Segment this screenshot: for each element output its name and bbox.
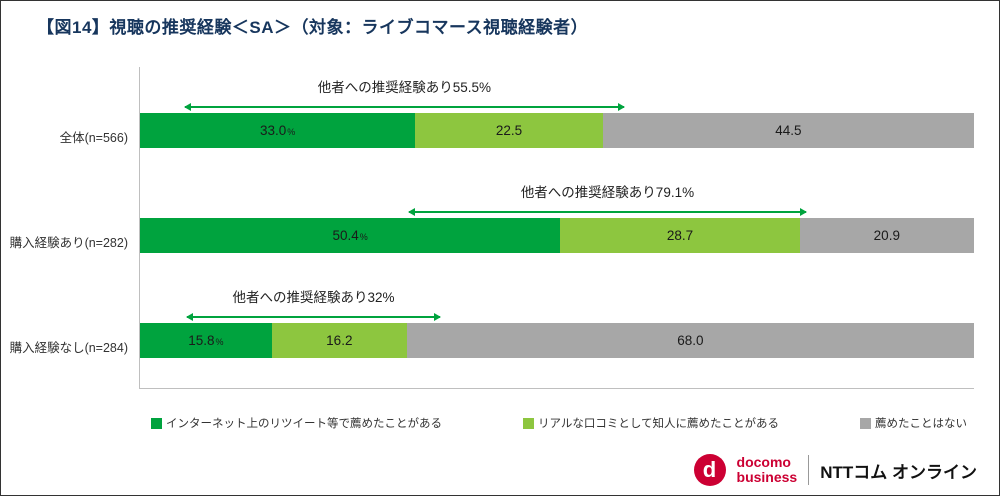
footer-logo: d docomo business NTTコム オンライン [693, 453, 977, 486]
segment-value-label: 68.0 [677, 333, 704, 348]
bar-row: 購入経験あり(n=282) 他者への推奨経験あり79.1% 50.4% 28.7 20.… [10, 178, 974, 253]
legend-swatch [522, 417, 534, 429]
percent-sign: % [287, 127, 296, 137]
annotation: 他者への推奨経験あり79.1% [140, 178, 974, 218]
legend-label: インターネット上のリツイート等で薦めたことがある [166, 418, 442, 430]
segment-value-label: 20.9 [873, 228, 900, 243]
bar-segment: 33.0% [140, 113, 416, 148]
legend-item: インターネット上のリツイート等で薦めたことがある [151, 415, 442, 431]
annotation-arrow [185, 313, 441, 321]
bar-segment: 20.9 [799, 218, 974, 253]
docomo-wordmark: docomo business [736, 453, 798, 485]
percent-sign: % [359, 232, 368, 242]
bar-row: 購入経験なし(n=284) 他者への推奨経験あり32% 15.8% 16.2 68.0 [10, 283, 974, 358]
docomo-wordmark-line2: business [736, 469, 798, 485]
category-label: 購入経験なし(n=284) [9, 341, 128, 355]
category-label: 全体(n=566) [59, 131, 128, 145]
legend: インターネット上のリツイート等で薦めたことがある リアルな口コミとして知人に薦めた… [151, 415, 967, 431]
logo-divider [808, 455, 810, 485]
segment-value-label: 22.5 [495, 123, 523, 138]
annotation: 他者への推奨経験あり32% [140, 283, 974, 323]
ntt-wordmark: NTTコム オンライン [820, 462, 977, 482]
annotation-text: 他者への推奨経験あり55.5% [317, 80, 492, 95]
stacked-bar: 15.8% 16.2 68.0 [140, 323, 974, 358]
annotation-text: 他者への推奨経験あり32% [232, 290, 395, 305]
plot-area: 全体(n=566) 他者への推奨経験あり55.5% 33.0% 22.5 44.5 購入経… [10, 67, 974, 389]
annotation-text: 他者への推奨経験あり79.1% [520, 185, 695, 200]
bar-row: 全体(n=566) 他者への推奨経験あり55.5% 33.0% 22.5 44.5 [60, 73, 974, 148]
stacked-bar: 50.4% 28.7 20.9 [140, 218, 974, 253]
legend-item: リアルな口コミとして知人に薦めたことがある [522, 415, 780, 431]
bar-segment: 22.5 [415, 113, 603, 148]
percent-sign: % [215, 337, 224, 347]
bar-segment: 16.2 [271, 323, 407, 358]
docomo-d-icon: d [693, 454, 726, 486]
segment-value-label: 15.8% [188, 333, 224, 348]
segment-value-label: 33.0% [259, 123, 296, 138]
bar-segment: 68.0 [406, 323, 974, 358]
bar-segment: 50.4% [140, 218, 561, 253]
bar-segment: 15.8% [140, 323, 272, 358]
category-label: 購入経験あり(n=282) [9, 236, 128, 250]
bar-segment: 28.7 [560, 218, 800, 253]
chart: 全体(n=566) 他者への推奨経験あり55.5% 33.0% 22.5 44.5 購入経… [1, 67, 999, 431]
docomo-wordmark-line1: docomo [736, 453, 791, 470]
bar-segment: 44.5 [602, 113, 974, 148]
segment-value-label: 44.5 [775, 123, 802, 138]
legend-label: リアルな口コミとして知人に薦めたことがある [537, 418, 780, 430]
chart-title: 【図14】視聴の推奨経験＜SA＞（対象：ライブコマース視聴経験者） [37, 18, 589, 37]
annotation: 他者への推奨経験あり55.5% [140, 73, 974, 113]
legend-label: 薦めたことはない [874, 418, 967, 430]
stacked-bar: 33.0% 22.5 44.5 [140, 113, 974, 148]
legend-item: 薦めたことはない [859, 415, 967, 431]
legend-swatch [151, 417, 162, 429]
annotation-arrow [184, 103, 625, 111]
segment-value-label: 50.4% [332, 228, 368, 243]
segment-value-label: 28.7 [666, 228, 694, 243]
annotation-arrow [408, 208, 807, 216]
legend-swatch [859, 417, 871, 429]
segment-value-label: 16.2 [326, 333, 353, 348]
